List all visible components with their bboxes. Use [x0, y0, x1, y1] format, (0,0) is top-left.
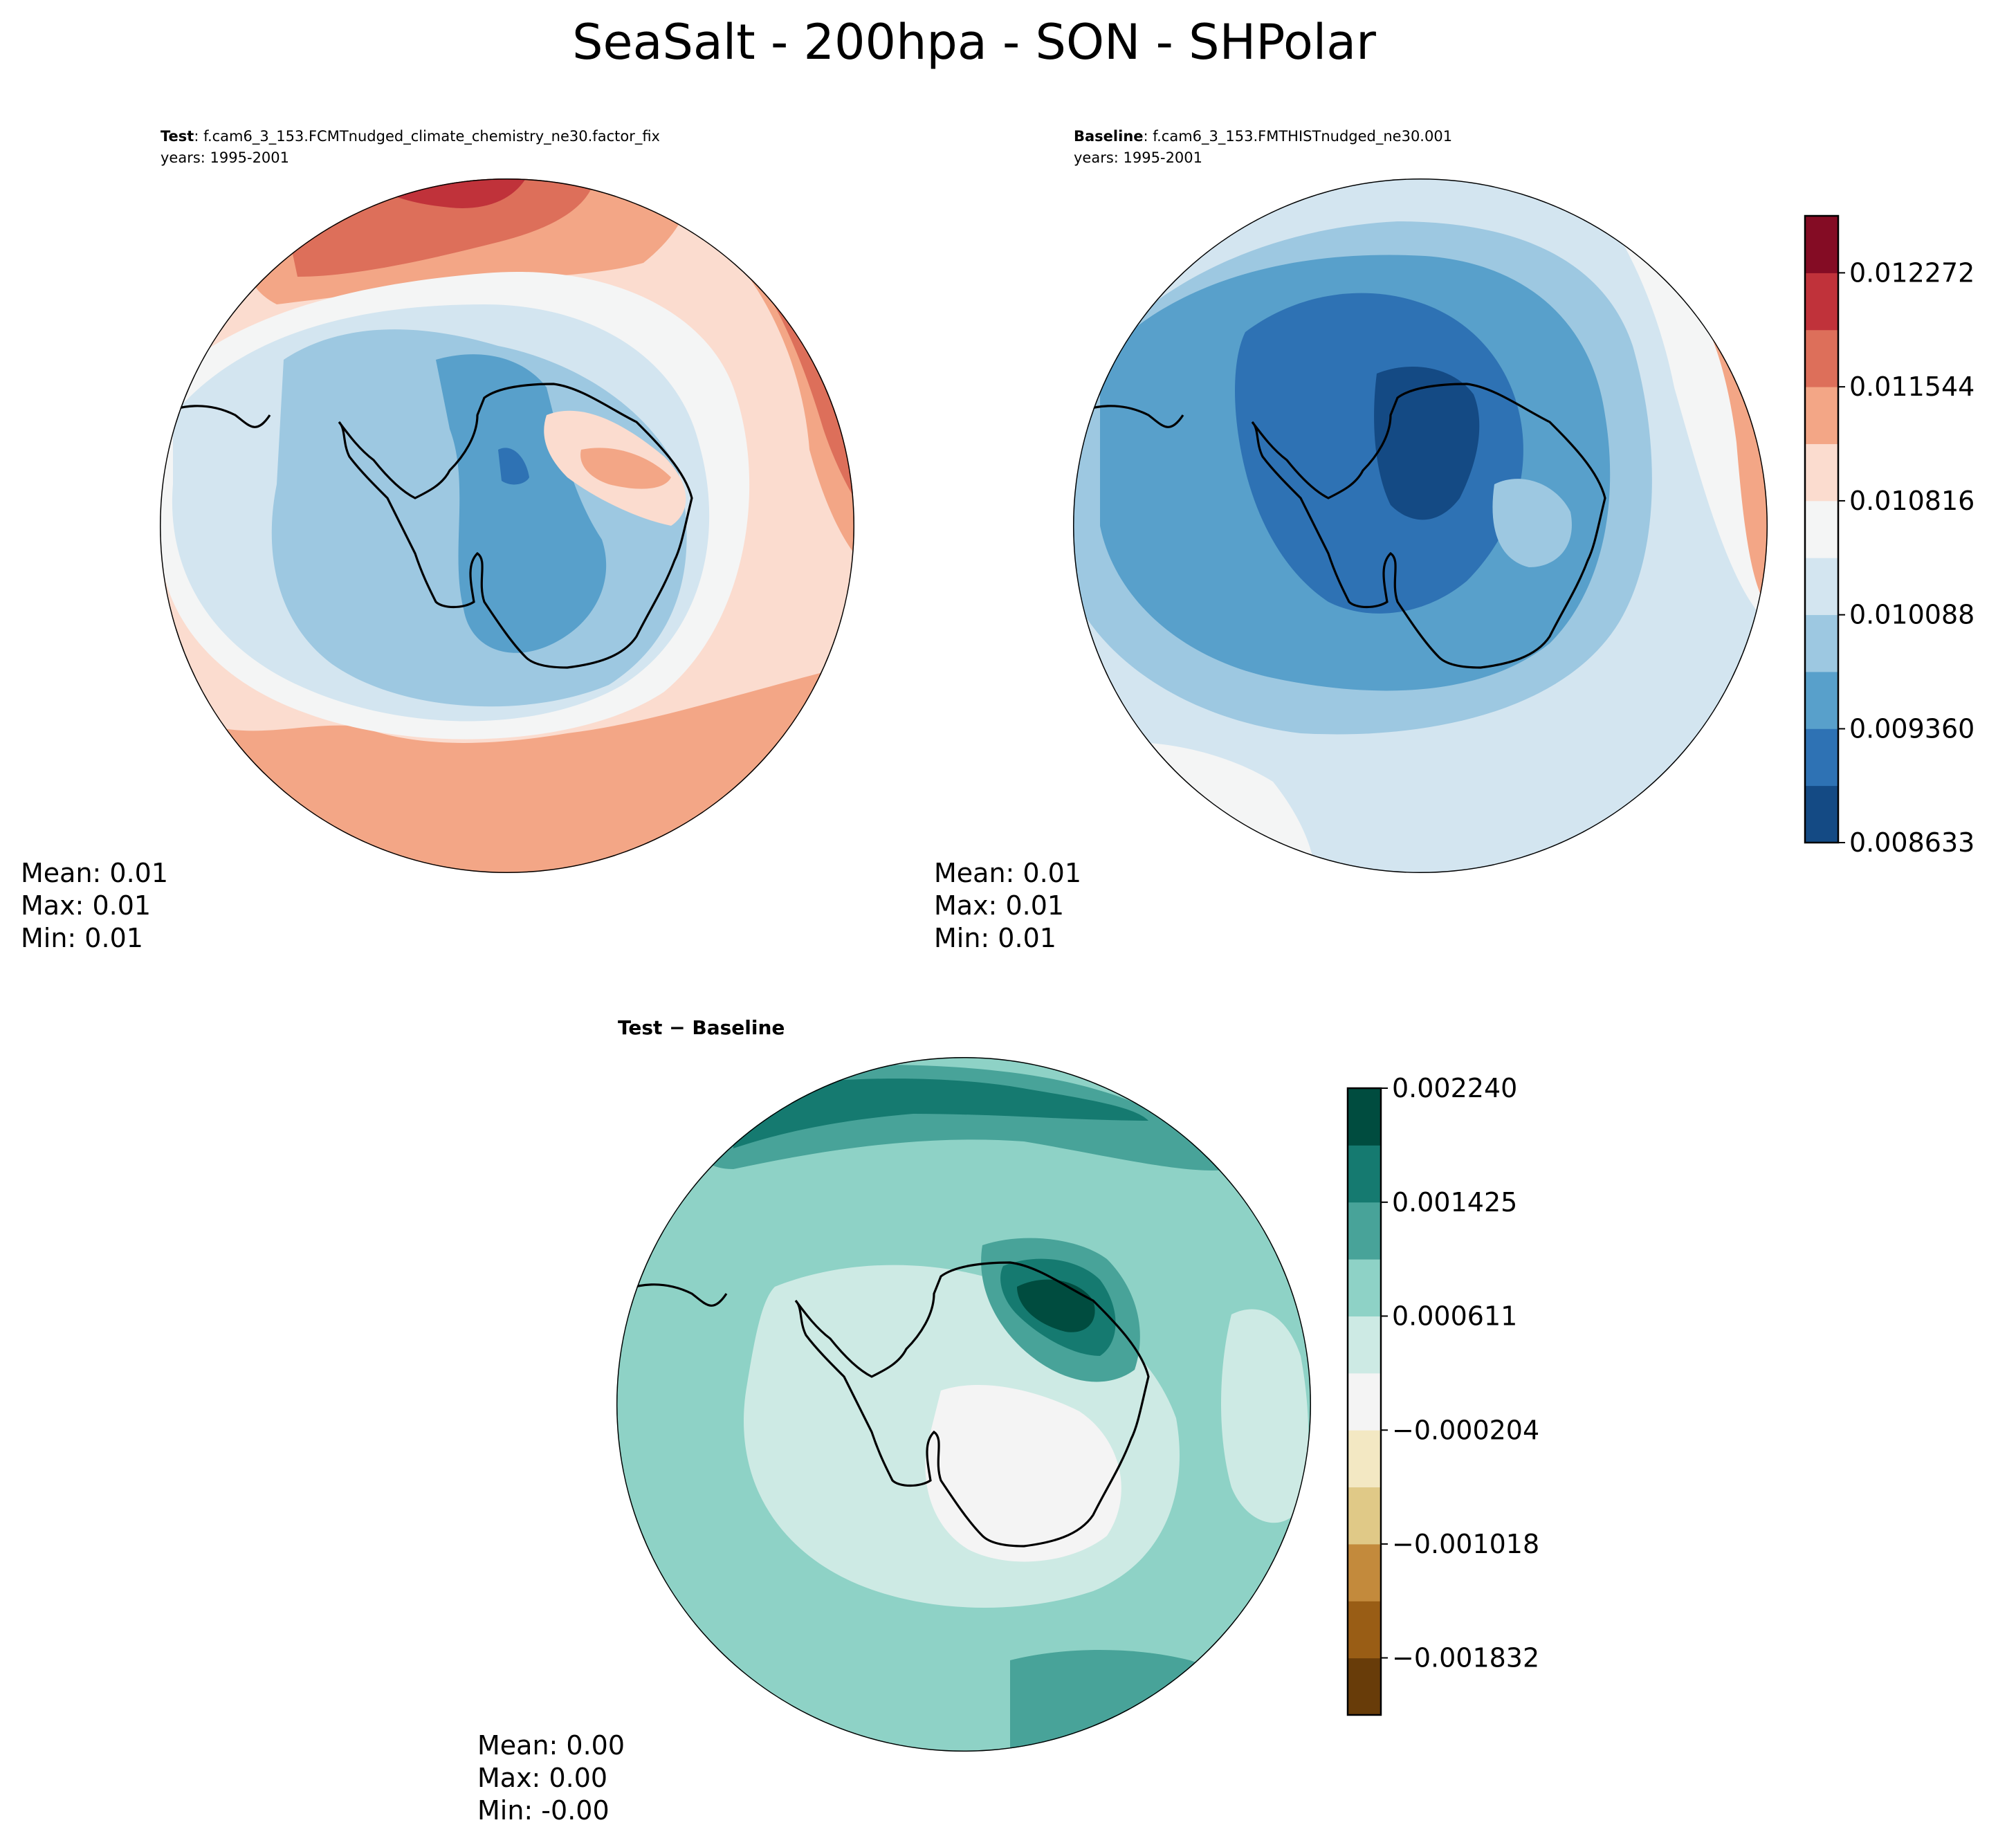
colorbar-rdbu-segment — [1805, 273, 1838, 331]
colorbar-rdbu-segment — [1805, 728, 1838, 787]
colorbar-rdbu-tick-label: 0.012272 — [1849, 257, 1974, 288]
colorbar-rdbu-segment — [1805, 500, 1838, 558]
baseline-min: Min: 0.01 — [934, 923, 1056, 953]
diff-contour-white — [925, 1384, 1121, 1562]
colorbar-brbg-tick-label: 0.002240 — [1392, 1073, 1517, 1103]
colorbar-brbg-segment — [1348, 1658, 1381, 1716]
diff-contour-north-dark — [733, 1078, 1148, 1148]
colorbar-brbg-segment — [1348, 1601, 1381, 1659]
diff-coastline — [794, 1261, 1150, 1548]
colorbar-brbg-tick-label: −0.001018 — [1392, 1529, 1539, 1559]
colorbar-rdbu-tick-label: 0.009360 — [1849, 713, 1974, 744]
colorbar-brbg-tick-label: 0.001425 — [1392, 1187, 1517, 1218]
test-label: Test — [161, 128, 194, 145]
baseline-max: Max: 0.01 — [934, 890, 1064, 921]
test-coastline — [338, 383, 693, 669]
test-max: Max: 0.01 — [21, 890, 151, 921]
colorbar-brbg-tick-label: 0.000611 — [1392, 1301, 1517, 1331]
test-contour-mid-blue — [436, 354, 607, 653]
colorbar-rdbu-frame — [1804, 214, 1840, 844]
test-case: : f.cam6_3_153.FCMTnudged_climate_chemis… — [194, 128, 660, 145]
baseline-contour-dark-blue — [1374, 367, 1480, 520]
colorbar-brbg-frame — [1346, 1087, 1382, 1716]
diff-contour-south-teal — [1010, 1650, 1240, 1752]
diff-map — [616, 1057, 1311, 1752]
colorbar-brbg-segment — [1348, 1373, 1381, 1431]
colorbar-rdbu-segment — [1805, 558, 1838, 616]
colorbar-brbg-segment — [1348, 1145, 1381, 1203]
test-contour-salmon-inner — [580, 448, 671, 489]
baseline-label: Baseline — [1074, 128, 1144, 145]
colorbar-brbg-segment — [1348, 1487, 1381, 1545]
colorbar-rdbu-segment — [1805, 216, 1838, 273]
diff-label: Test − Baseline — [618, 1016, 785, 1039]
colorbar-brbg: −0.001832 −0.001018 −0.000204 0.000611 0.001… — [1346, 1073, 1539, 1716]
colorbar-brbg-segment — [1348, 1430, 1381, 1488]
baseline-mean: Mean: 0.01 — [934, 858, 1081, 888]
colorbar-rdbu-segment — [1805, 443, 1838, 502]
colorbar-brbg-segment — [1348, 1088, 1381, 1146]
colorbar-brbg-segment — [1348, 1259, 1381, 1316]
diff-mean: Mean: 0.00 — [477, 1730, 625, 1761]
colorbar-brbg-tick-label: −0.000204 — [1392, 1415, 1539, 1445]
diff-contour-east-light — [1221, 1309, 1309, 1523]
test-min: Min: 0.01 — [21, 923, 143, 953]
diff-min: Min: -0.00 — [477, 1795, 610, 1826]
colorbar-brbg-segment — [1348, 1316, 1381, 1374]
baseline-map — [1073, 178, 1768, 873]
baseline-header: Baseline: f.cam6_3_153.FMTHISTnudged_ne3… — [1074, 128, 1452, 145]
panel-baseline: Baseline: f.cam6_3_153.FMTHISTnudged_ne3… — [934, 128, 1974, 953]
colorbar-rdbu: 0.008633 0.009360 0.010088 0.010816 0.011544… — [1804, 214, 1974, 858]
test-map — [160, 178, 854, 873]
baseline-years: years: 1995-2001 — [1074, 149, 1202, 166]
test-mean: Mean: 0.01 — [21, 858, 168, 888]
figure-title: SeaSalt - 200hpa - SON - SHPolar — [572, 14, 1376, 71]
colorbar-brbg-segment — [1348, 1543, 1381, 1601]
colorbar-rdbu-segment — [1805, 614, 1838, 672]
colorbar-rdbu-segment — [1805, 671, 1838, 729]
colorbar-rdbu-segment — [1805, 387, 1838, 444]
test-contour-lower — [160, 664, 854, 873]
test-years: years: 1995-2001 — [161, 149, 289, 166]
baseline-contour-light-patch — [1492, 479, 1572, 567]
colorbar-rdbu-tick-label: 0.010816 — [1849, 486, 1974, 516]
panel-test: Test: f.cam6_3_153.FCMTnudged_climate_ch… — [21, 128, 854, 953]
baseline-case: : f.cam6_3_153.FMTHISTnudged_ne30.001 — [1144, 128, 1453, 145]
test-header: Test: f.cam6_3_153.FCMTnudged_climate_ch… — [161, 128, 660, 145]
colorbar-rdbu-tick-label: 0.011544 — [1849, 371, 1974, 402]
colorbar-rdbu-segment — [1805, 785, 1838, 843]
colorbar-rdbu-tick-label: 0.008633 — [1849, 827, 1974, 858]
baseline-coastline — [1251, 383, 1606, 669]
colorbar-brbg-segment — [1348, 1202, 1381, 1260]
colorbar-brbg-tick-label: −0.001832 — [1392, 1642, 1539, 1673]
diff-contour-hotter — [1017, 1279, 1095, 1332]
panel-diff: Test − Baseline Mean: 0.00 Max: 0.00 Min… — [477, 1016, 1539, 1826]
diff-max: Max: 0.00 — [477, 1763, 607, 1793]
colorbar-rdbu-tick-label: 0.010088 — [1849, 600, 1974, 630]
test-contour-dark-blue — [498, 448, 529, 485]
colorbar-rdbu-segment — [1805, 329, 1838, 387]
